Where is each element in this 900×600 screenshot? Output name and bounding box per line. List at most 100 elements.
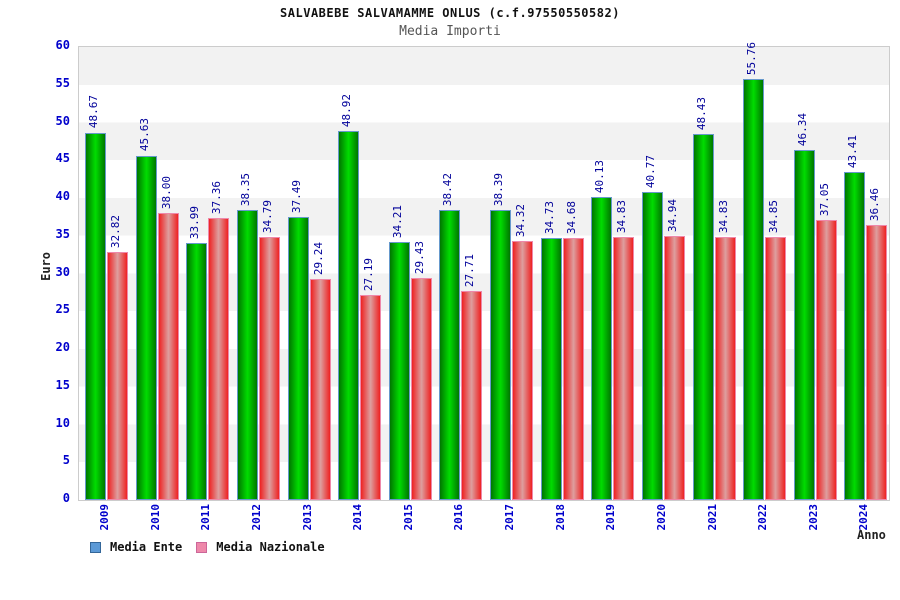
- bar-value-label: 45.63: [137, 118, 151, 152]
- legend-label-media-nazionale: Media Nazionale: [216, 540, 325, 554]
- bar-media-ente: [388, 241, 410, 500]
- year-label: 2014: [351, 504, 365, 531]
- bar-value-label: 34.79: [260, 200, 274, 234]
- bar-media-ente: [540, 237, 562, 500]
- bar-value-label: 48.43: [694, 97, 708, 131]
- bar-value-label: 48.92: [340, 93, 354, 127]
- bar-value-label: 29.43: [412, 240, 426, 274]
- year-label: 2010: [148, 504, 162, 531]
- bar-media-nazionale: [360, 294, 382, 500]
- bar-value-label: 43.41: [846, 135, 860, 169]
- y-tick-label: 60: [55, 38, 70, 52]
- bar-media-ente: [692, 134, 714, 500]
- bar-value-label: 38.00: [159, 175, 173, 210]
- year-label: 2021: [705, 504, 719, 531]
- bar-media-nazionale: [866, 224, 888, 500]
- bar-media-nazionale: [663, 236, 685, 500]
- year-label: 2024: [857, 504, 871, 531]
- bar-media-nazionale: [512, 240, 533, 500]
- y-tick-label: 25: [55, 302, 70, 317]
- bar-value-label: 34.73: [542, 200, 556, 234]
- bar-value-label: 34.85: [767, 199, 781, 233]
- y-tick-label: 35: [55, 226, 70, 241]
- y-axis-title: Euro: [39, 252, 53, 281]
- year-label: 2015: [401, 504, 415, 531]
- chart-legend: Media Ente Media Nazionale: [90, 540, 325, 554]
- bar-media-ente: [439, 209, 461, 500]
- bar-value-label: 38.42: [441, 172, 455, 206]
- year-label: 2023: [806, 504, 820, 531]
- bar-value-label: 27.19: [362, 257, 376, 291]
- bar-media-nazionale: [562, 238, 584, 500]
- bar-media-ente: [743, 79, 765, 500]
- bar-value-label: 55.76: [745, 41, 759, 76]
- bar-value-label: 37.05: [817, 183, 831, 217]
- y-tick-label: 30: [55, 264, 70, 279]
- chart-title: SALVABEBE SALVAMAMME ONLUS (c.f.97550550…: [280, 6, 620, 20]
- bar-media-nazionale: [815, 220, 837, 500]
- bar-media-nazionale: [157, 213, 179, 500]
- bar-value-label: 34.94: [665, 199, 679, 233]
- bar-value-label: 37.36: [210, 180, 224, 214]
- y-tick-label: 5: [62, 453, 70, 468]
- bar-value-label: 40.77: [643, 155, 657, 189]
- year-label: 2011: [199, 504, 213, 531]
- legend-swatch-media-ente: [90, 541, 101, 553]
- bar-media-nazionale: [714, 237, 736, 500]
- year-label: 2017: [503, 504, 516, 531]
- bar-value-label: 34.32: [514, 203, 527, 237]
- bar-media-nazionale: [309, 279, 331, 500]
- bar-value-label: 37.49: [289, 179, 303, 213]
- bar-media-ente: [236, 210, 258, 500]
- y-tick-label: 15: [55, 377, 70, 392]
- bar-value-label: 38.35: [238, 173, 252, 207]
- bar-media-ente: [793, 150, 815, 500]
- bar-value-label: 29.24: [311, 242, 325, 276]
- bar-value-label: 34.68: [564, 201, 578, 235]
- bar-media-ente: [186, 243, 208, 500]
- year-label: 2019: [604, 504, 618, 531]
- year-label: 2020: [654, 504, 668, 531]
- legend-swatch-media-nazionale: [196, 541, 208, 553]
- legend-label-media-ente: Media Ente: [110, 540, 183, 554]
- bar-media-ente: [287, 216, 309, 500]
- bar-value-label: 27.71: [463, 253, 477, 287]
- bar-media-nazionale: [107, 252, 128, 500]
- bar-value-label: 38.39: [492, 173, 505, 207]
- bar-media-nazionale: [410, 277, 432, 500]
- y-tick-label: 45: [55, 151, 70, 166]
- bar-value-label: 34.83: [716, 199, 730, 234]
- bar-media-nazionale: [765, 236, 787, 500]
- bar-media-nazionale: [208, 217, 230, 500]
- bar-value-label: 32.82: [109, 215, 122, 249]
- bar-value-label: 40.13: [593, 159, 607, 194]
- y-tick-label: 40: [55, 189, 70, 203]
- bar-value-label: 33.99: [188, 206, 202, 240]
- bar-media-nazionale: [258, 237, 280, 500]
- year-label: 2009: [98, 504, 111, 531]
- year-label: 2016: [452, 504, 466, 531]
- bar-media-ente: [490, 210, 511, 500]
- bar-media-ente: [135, 155, 157, 500]
- y-tick-label: 55: [55, 75, 70, 90]
- bar-media-ente: [85, 132, 106, 500]
- y-tick-label: 50: [55, 113, 70, 128]
- y-tick-label: 20: [55, 340, 70, 354]
- bar-media-ente: [591, 197, 613, 500]
- bar-media-ente: [338, 130, 360, 500]
- bar-value-label: 46.34: [795, 113, 809, 147]
- chart-subtitle: Media Importi: [399, 24, 501, 39]
- bar-value-label: 48.67: [87, 95, 100, 129]
- bar-media-nazionale: [613, 237, 635, 500]
- bar-value-label: 34.21: [390, 204, 404, 238]
- x-axis-title: Anno: [857, 528, 886, 542]
- year-label: 2018: [553, 504, 567, 531]
- year-label: 2012: [249, 504, 263, 531]
- legend-item-media-ente: Media Ente: [90, 540, 182, 554]
- year-label: 2013: [300, 504, 314, 531]
- bar-value-label: 34.83: [615, 199, 629, 234]
- year-label: 2022: [756, 504, 770, 531]
- legend-item-media-nazionale: Media Nazionale: [196, 540, 325, 554]
- bar-media-ente: [844, 172, 866, 500]
